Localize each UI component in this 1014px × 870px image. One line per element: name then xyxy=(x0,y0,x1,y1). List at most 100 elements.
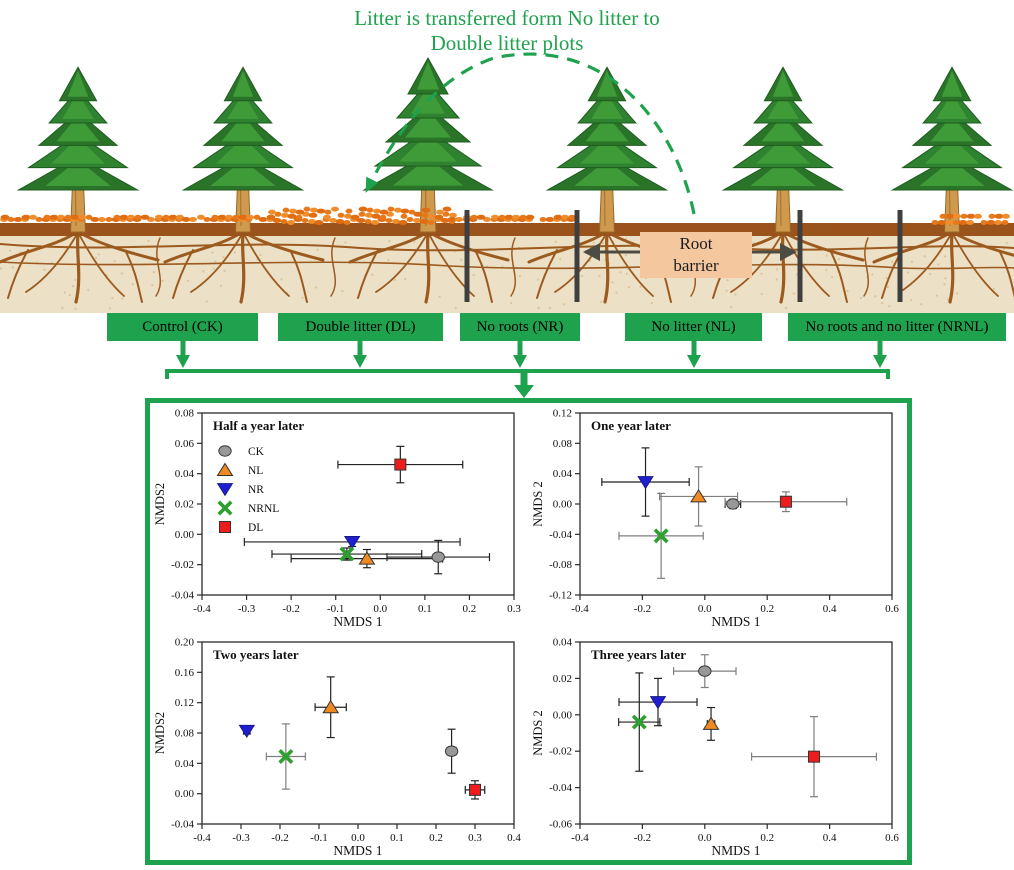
svg-text:0.0: 0.0 xyxy=(373,603,387,615)
data-point-NL xyxy=(358,551,376,565)
subplot-two-years: -0.4 -0.3 -0.2 -0.1 0.0 0.1 0.2 0.3 0.4 -0.04 0.00… xyxy=(150,632,529,861)
data-point-NL xyxy=(702,716,720,730)
data-point-NR xyxy=(637,476,654,490)
plot-title: Three years later xyxy=(591,647,686,662)
figure-title-line1: Litter is transferred form No litter to xyxy=(354,6,660,30)
svg-text:0.08: 0.08 xyxy=(175,727,195,739)
svg-text:0.4: 0.4 xyxy=(823,603,837,615)
svg-text:0.6: 0.6 xyxy=(885,603,899,615)
pine-tree-icon xyxy=(890,66,1014,233)
svg-text:DL: DL xyxy=(248,522,263,534)
data-point-DL xyxy=(808,750,821,763)
svg-text:0.04: 0.04 xyxy=(175,468,195,480)
svg-text:NL: NL xyxy=(248,465,263,477)
subplot-one-year: -0.4 -0.2 0.0 0.2 0.4 0.6 -0.12 -0.08 -0.04 0.00 0… xyxy=(529,403,908,632)
data-point-DL xyxy=(780,495,793,508)
x-axis-label: NMDS 1 xyxy=(712,614,761,629)
svg-text:0.4: 0.4 xyxy=(823,832,837,844)
figure-title: Litter is transferred form No litter to … xyxy=(0,6,1014,56)
data-point-NL xyxy=(690,489,708,503)
svg-text:0.12: 0.12 xyxy=(553,408,572,420)
root-barrier-bar-icon xyxy=(897,210,903,302)
subplot-half-year: -0.4 -0.3 -0.2 -0.1 0.0 0.1 0.2 0.3 -0.04 -0.02 0.… xyxy=(150,403,529,632)
treatment-label-nrnl: No roots and no litter (NRNL) xyxy=(788,313,1006,341)
treatment-label-ck: Control (CK) xyxy=(107,313,258,341)
figure-title-line2: Double litter plots xyxy=(430,31,584,55)
svg-text:-0.2: -0.2 xyxy=(634,603,651,615)
pine-tree-icon xyxy=(362,56,494,233)
svg-text:-0.3: -0.3 xyxy=(232,832,250,844)
data-point-NRNL xyxy=(339,546,355,562)
error-bars xyxy=(618,653,878,798)
subplot-three-years: -0.4 -0.2 0.0 0.2 0.4 0.6 -0.06 -0.04 -0.02 0.00 0… xyxy=(529,632,908,861)
root-barrier-bar-icon xyxy=(574,210,580,302)
svg-text:0.0: 0.0 xyxy=(698,603,712,615)
svg-text:-0.4: -0.4 xyxy=(193,603,211,615)
svg-text:-0.4: -0.4 xyxy=(572,832,590,844)
svg-text:-0.02: -0.02 xyxy=(549,745,572,757)
data-point-NR xyxy=(650,695,667,710)
svg-text:-0.2: -0.2 xyxy=(634,832,651,844)
plot-title: Half a year later xyxy=(213,418,304,433)
error-bars xyxy=(242,676,486,800)
data-point-DL xyxy=(394,458,407,471)
svg-text:-0.1: -0.1 xyxy=(310,832,327,844)
svg-text:-0.02: -0.02 xyxy=(171,559,194,571)
svg-text:0.20: 0.20 xyxy=(175,636,195,648)
svg-text:0.00: 0.00 xyxy=(175,788,195,800)
litter-transfer-arrow-icon xyxy=(365,52,696,215)
y-axis-label: NMDS2 xyxy=(153,712,167,754)
treatment-label-nl: No litter (NL) xyxy=(625,313,762,341)
forest-illustration xyxy=(0,52,1014,313)
svg-text:0.00: 0.00 xyxy=(553,709,573,721)
root-barrier-bar-icon xyxy=(797,210,803,302)
data-point-DL xyxy=(468,783,481,796)
pine-tree-icon xyxy=(545,66,669,233)
axis: -0.4 -0.2 0.0 0.2 0.4 0.6 -0.06 -0.04 -0.02 0.00 0… xyxy=(549,636,899,844)
svg-text:-0.04: -0.04 xyxy=(549,529,572,541)
svg-text:0.02: 0.02 xyxy=(175,499,194,511)
svg-text:0.1: 0.1 xyxy=(390,832,404,844)
svg-text:-0.3: -0.3 xyxy=(238,603,256,615)
data-point-CK xyxy=(726,498,740,510)
data-point-NR xyxy=(238,724,255,738)
svg-text:0.08: 0.08 xyxy=(553,438,573,450)
svg-text:0.06: 0.06 xyxy=(175,438,195,450)
svg-text:0.04: 0.04 xyxy=(553,636,573,648)
svg-text:-0.04: -0.04 xyxy=(171,818,194,830)
axis: -0.4 -0.3 -0.2 -0.1 0.0 0.1 0.2 0.3 -0.04 -0.02 0.… xyxy=(171,408,521,616)
y-axis-label: NMDS 2 xyxy=(531,710,545,756)
svg-text:-0.2: -0.2 xyxy=(282,603,299,615)
x-axis-label: NMDS 1 xyxy=(333,614,382,629)
svg-text:NRNL: NRNL xyxy=(248,503,279,515)
y-axis-label: NMDS 2 xyxy=(531,482,545,528)
svg-text:0.08: 0.08 xyxy=(175,408,195,420)
svg-text:-0.08: -0.08 xyxy=(549,559,572,571)
nmds-panel: -0.4 -0.3 -0.2 -0.1 0.0 0.1 0.2 0.3 -0.04 -0.02 0.… xyxy=(145,398,912,865)
y-axis-label: NMDS2 xyxy=(153,483,167,525)
axis: -0.4 -0.2 0.0 0.2 0.4 0.6 -0.12 -0.08 -0.04 0.00 0… xyxy=(549,408,899,616)
data-point-NR xyxy=(343,536,361,550)
svg-text:0.2: 0.2 xyxy=(462,603,476,615)
svg-text:0.2: 0.2 xyxy=(761,832,775,844)
svg-text:0.16: 0.16 xyxy=(175,667,195,679)
svg-text:-0.04: -0.04 xyxy=(171,590,194,602)
svg-text:0.3: 0.3 xyxy=(507,603,521,615)
data-point-NRNL xyxy=(632,714,648,730)
pine-tree-icon xyxy=(16,66,140,233)
svg-text:0.6: 0.6 xyxy=(885,832,899,844)
svg-text:0.04: 0.04 xyxy=(175,758,195,770)
treatment-label-dl: Double litter (DL) xyxy=(278,313,443,341)
svg-text:0.0: 0.0 xyxy=(351,832,365,844)
pine-tree-icon xyxy=(721,66,845,233)
data-point-CK xyxy=(698,665,712,677)
data-point-CK xyxy=(431,551,445,564)
error-bars xyxy=(601,447,848,580)
svg-text:0.00: 0.00 xyxy=(175,529,195,541)
svg-text:0.2: 0.2 xyxy=(761,603,775,615)
pine-tree-icon xyxy=(181,66,305,233)
litter-layer-icon xyxy=(0,206,1010,225)
svg-text:0.02: 0.02 xyxy=(553,673,572,685)
svg-text:0.4: 0.4 xyxy=(507,832,521,844)
svg-text:-0.2: -0.2 xyxy=(271,832,288,844)
